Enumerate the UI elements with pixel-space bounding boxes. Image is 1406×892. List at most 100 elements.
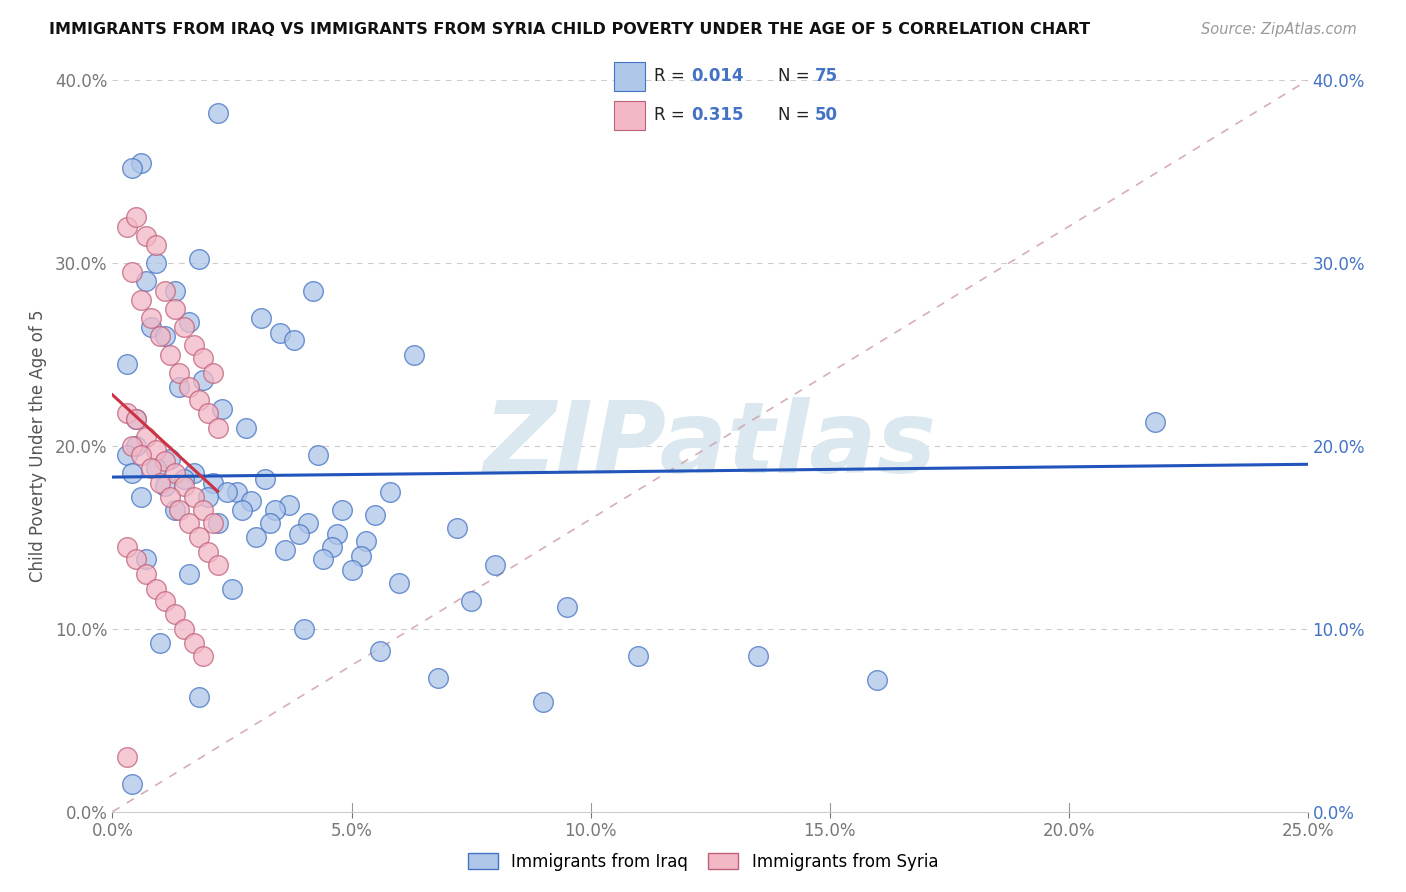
Point [153, 284, 176, 298]
Point [207, 516, 229, 530]
Point [149, 636, 172, 650]
Point [460, 594, 482, 608]
Point [201, 475, 224, 490]
Point [177, 380, 200, 394]
Point [312, 552, 335, 566]
Point [145, 582, 167, 596]
Point [163, 301, 186, 316]
Point [129, 155, 152, 169]
Point [177, 315, 200, 329]
Point [135, 567, 157, 582]
Point [187, 690, 209, 704]
Point [426, 671, 449, 685]
Point [240, 494, 263, 508]
Legend: Immigrants from Iraq, Immigrants from Syria: Immigrants from Iraq, Immigrants from Sy… [460, 845, 946, 880]
Point [173, 479, 195, 493]
Point [321, 540, 343, 554]
Point [163, 503, 186, 517]
Point [278, 498, 301, 512]
Point [368, 644, 391, 658]
FancyBboxPatch shape [614, 62, 645, 91]
Point [173, 622, 195, 636]
Point [149, 475, 172, 490]
Point [259, 516, 281, 530]
Point [159, 490, 181, 504]
Point [249, 310, 271, 325]
Point [115, 357, 138, 371]
Point [231, 503, 253, 517]
Point [264, 503, 287, 517]
Text: 50: 50 [815, 106, 838, 124]
Point [197, 490, 219, 504]
Point [183, 338, 205, 352]
Point [531, 695, 554, 709]
Point [163, 467, 186, 481]
Point [273, 543, 295, 558]
Point [159, 347, 181, 362]
Point [153, 594, 176, 608]
Point [115, 448, 138, 462]
Point [193, 373, 215, 387]
Point [187, 393, 209, 408]
Point [201, 366, 224, 380]
Point [145, 461, 167, 475]
Point [177, 567, 200, 582]
Point [207, 106, 229, 120]
Text: N =: N = [778, 68, 814, 86]
Point [866, 673, 889, 687]
Point [153, 479, 176, 493]
Point [135, 430, 157, 444]
Point [307, 448, 329, 462]
Point [121, 439, 143, 453]
Point [378, 484, 401, 499]
Point [193, 649, 215, 664]
Point [201, 516, 224, 530]
FancyBboxPatch shape [614, 101, 645, 130]
Text: 0.014: 0.014 [692, 68, 744, 86]
Text: Source: ZipAtlas.com: Source: ZipAtlas.com [1201, 22, 1357, 37]
Point [388, 576, 411, 591]
Point [169, 380, 191, 394]
Point [1143, 415, 1166, 429]
Point [225, 484, 247, 499]
Point [197, 545, 219, 559]
Point [173, 320, 195, 334]
Point [326, 526, 349, 541]
Point [115, 540, 138, 554]
Point [354, 534, 377, 549]
Point [115, 749, 138, 764]
Point [197, 406, 219, 420]
Point [145, 238, 167, 252]
Point [484, 558, 506, 572]
Point [555, 599, 578, 614]
Point [135, 228, 157, 243]
Point [145, 442, 167, 457]
Point [269, 326, 291, 340]
Point [364, 508, 387, 523]
Point [340, 563, 363, 577]
Point [193, 503, 215, 517]
Point [173, 472, 195, 486]
Text: IMMIGRANTS FROM IRAQ VS IMMIGRANTS FROM SYRIA CHILD POVERTY UNDER THE AGE OF 5 C: IMMIGRANTS FROM IRAQ VS IMMIGRANTS FROM … [49, 22, 1090, 37]
Point [350, 549, 373, 563]
Point [115, 219, 138, 234]
Point [163, 284, 186, 298]
Point [207, 558, 229, 572]
Point [135, 552, 157, 566]
Point [193, 351, 215, 366]
Text: R =: R = [654, 106, 690, 124]
Point [254, 472, 277, 486]
Point [129, 293, 152, 307]
Point [288, 526, 311, 541]
Point [139, 310, 162, 325]
Point [121, 467, 143, 481]
Point [402, 347, 425, 362]
Point [211, 402, 233, 417]
Point [159, 451, 181, 466]
Point [297, 516, 319, 530]
Point [125, 411, 148, 425]
Point [187, 252, 209, 267]
Point [153, 329, 176, 343]
Text: 75: 75 [815, 68, 838, 86]
Point [217, 484, 239, 499]
